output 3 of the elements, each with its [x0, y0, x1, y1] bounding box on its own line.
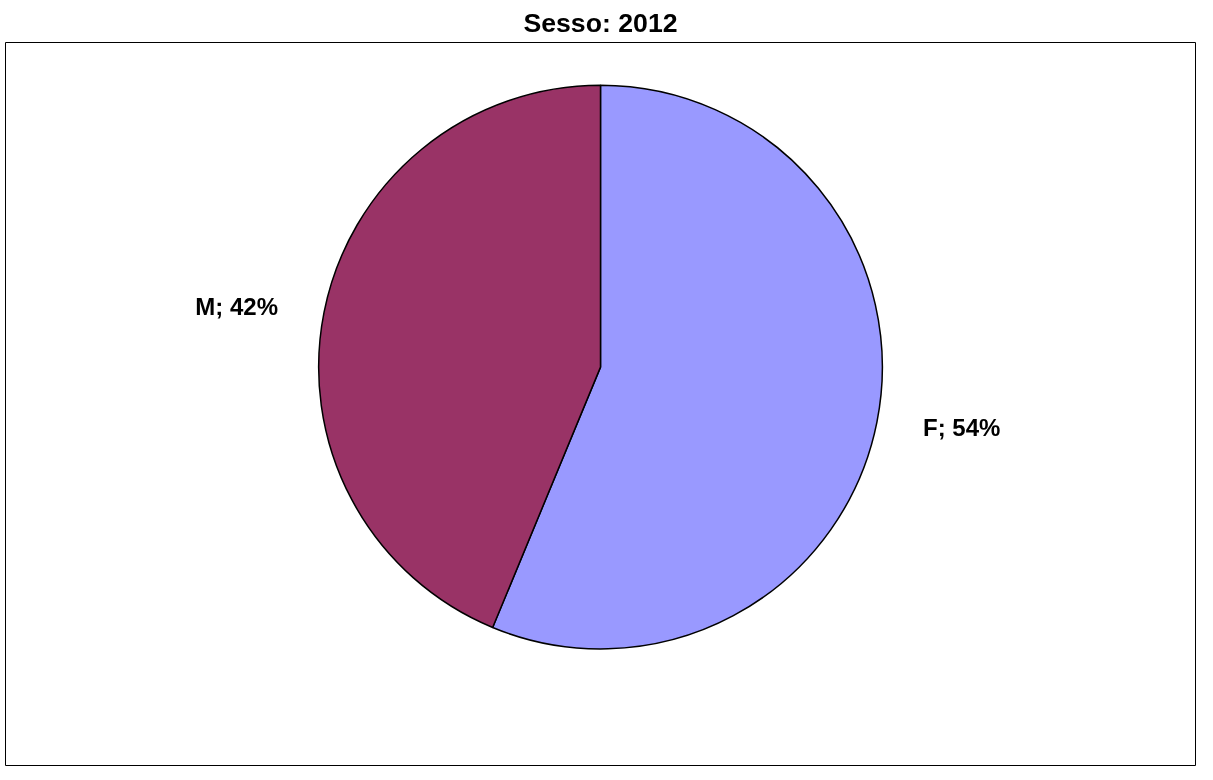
slice-label: M; 42%: [195, 293, 278, 321]
slice-label: F; 54%: [923, 414, 1001, 442]
chart-title: Sesso: 2012: [523, 7, 678, 38]
